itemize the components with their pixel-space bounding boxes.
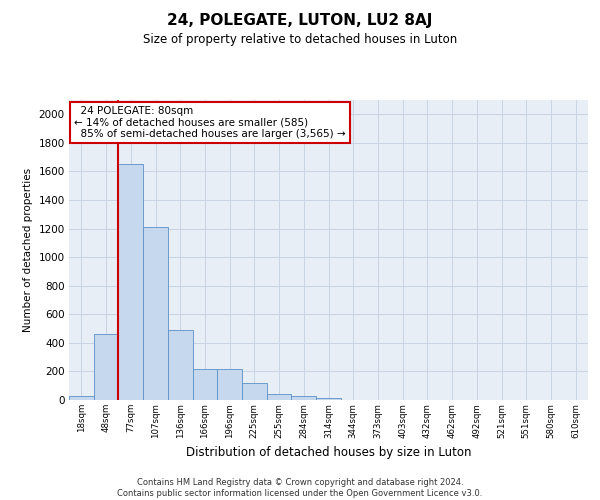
Text: Size of property relative to detached houses in Luton: Size of property relative to detached ho… <box>143 32 457 46</box>
Text: 24, POLEGATE, LUTON, LU2 8AJ: 24, POLEGATE, LUTON, LU2 8AJ <box>167 12 433 28</box>
Bar <box>242 383 267 400</box>
Text: 24 POLEGATE: 80sqm  
← 14% of detached houses are smaller (585)
  85% of semi-de: 24 POLEGATE: 80sqm ← 14% of detached hou… <box>74 106 346 139</box>
Bar <box>217 370 242 400</box>
X-axis label: Distribution of detached houses by size in Luton: Distribution of detached houses by size … <box>186 446 471 459</box>
Text: Contains HM Land Registry data © Crown copyright and database right 2024.
Contai: Contains HM Land Registry data © Crown c… <box>118 478 482 498</box>
Bar <box>69 396 94 400</box>
Bar <box>316 398 341 400</box>
Bar <box>143 227 168 400</box>
Bar <box>118 164 143 400</box>
Bar <box>193 370 217 400</box>
Bar <box>168 330 193 400</box>
Bar <box>94 334 118 400</box>
Bar <box>292 396 316 400</box>
Y-axis label: Number of detached properties: Number of detached properties <box>23 168 33 332</box>
Bar <box>267 394 292 400</box>
